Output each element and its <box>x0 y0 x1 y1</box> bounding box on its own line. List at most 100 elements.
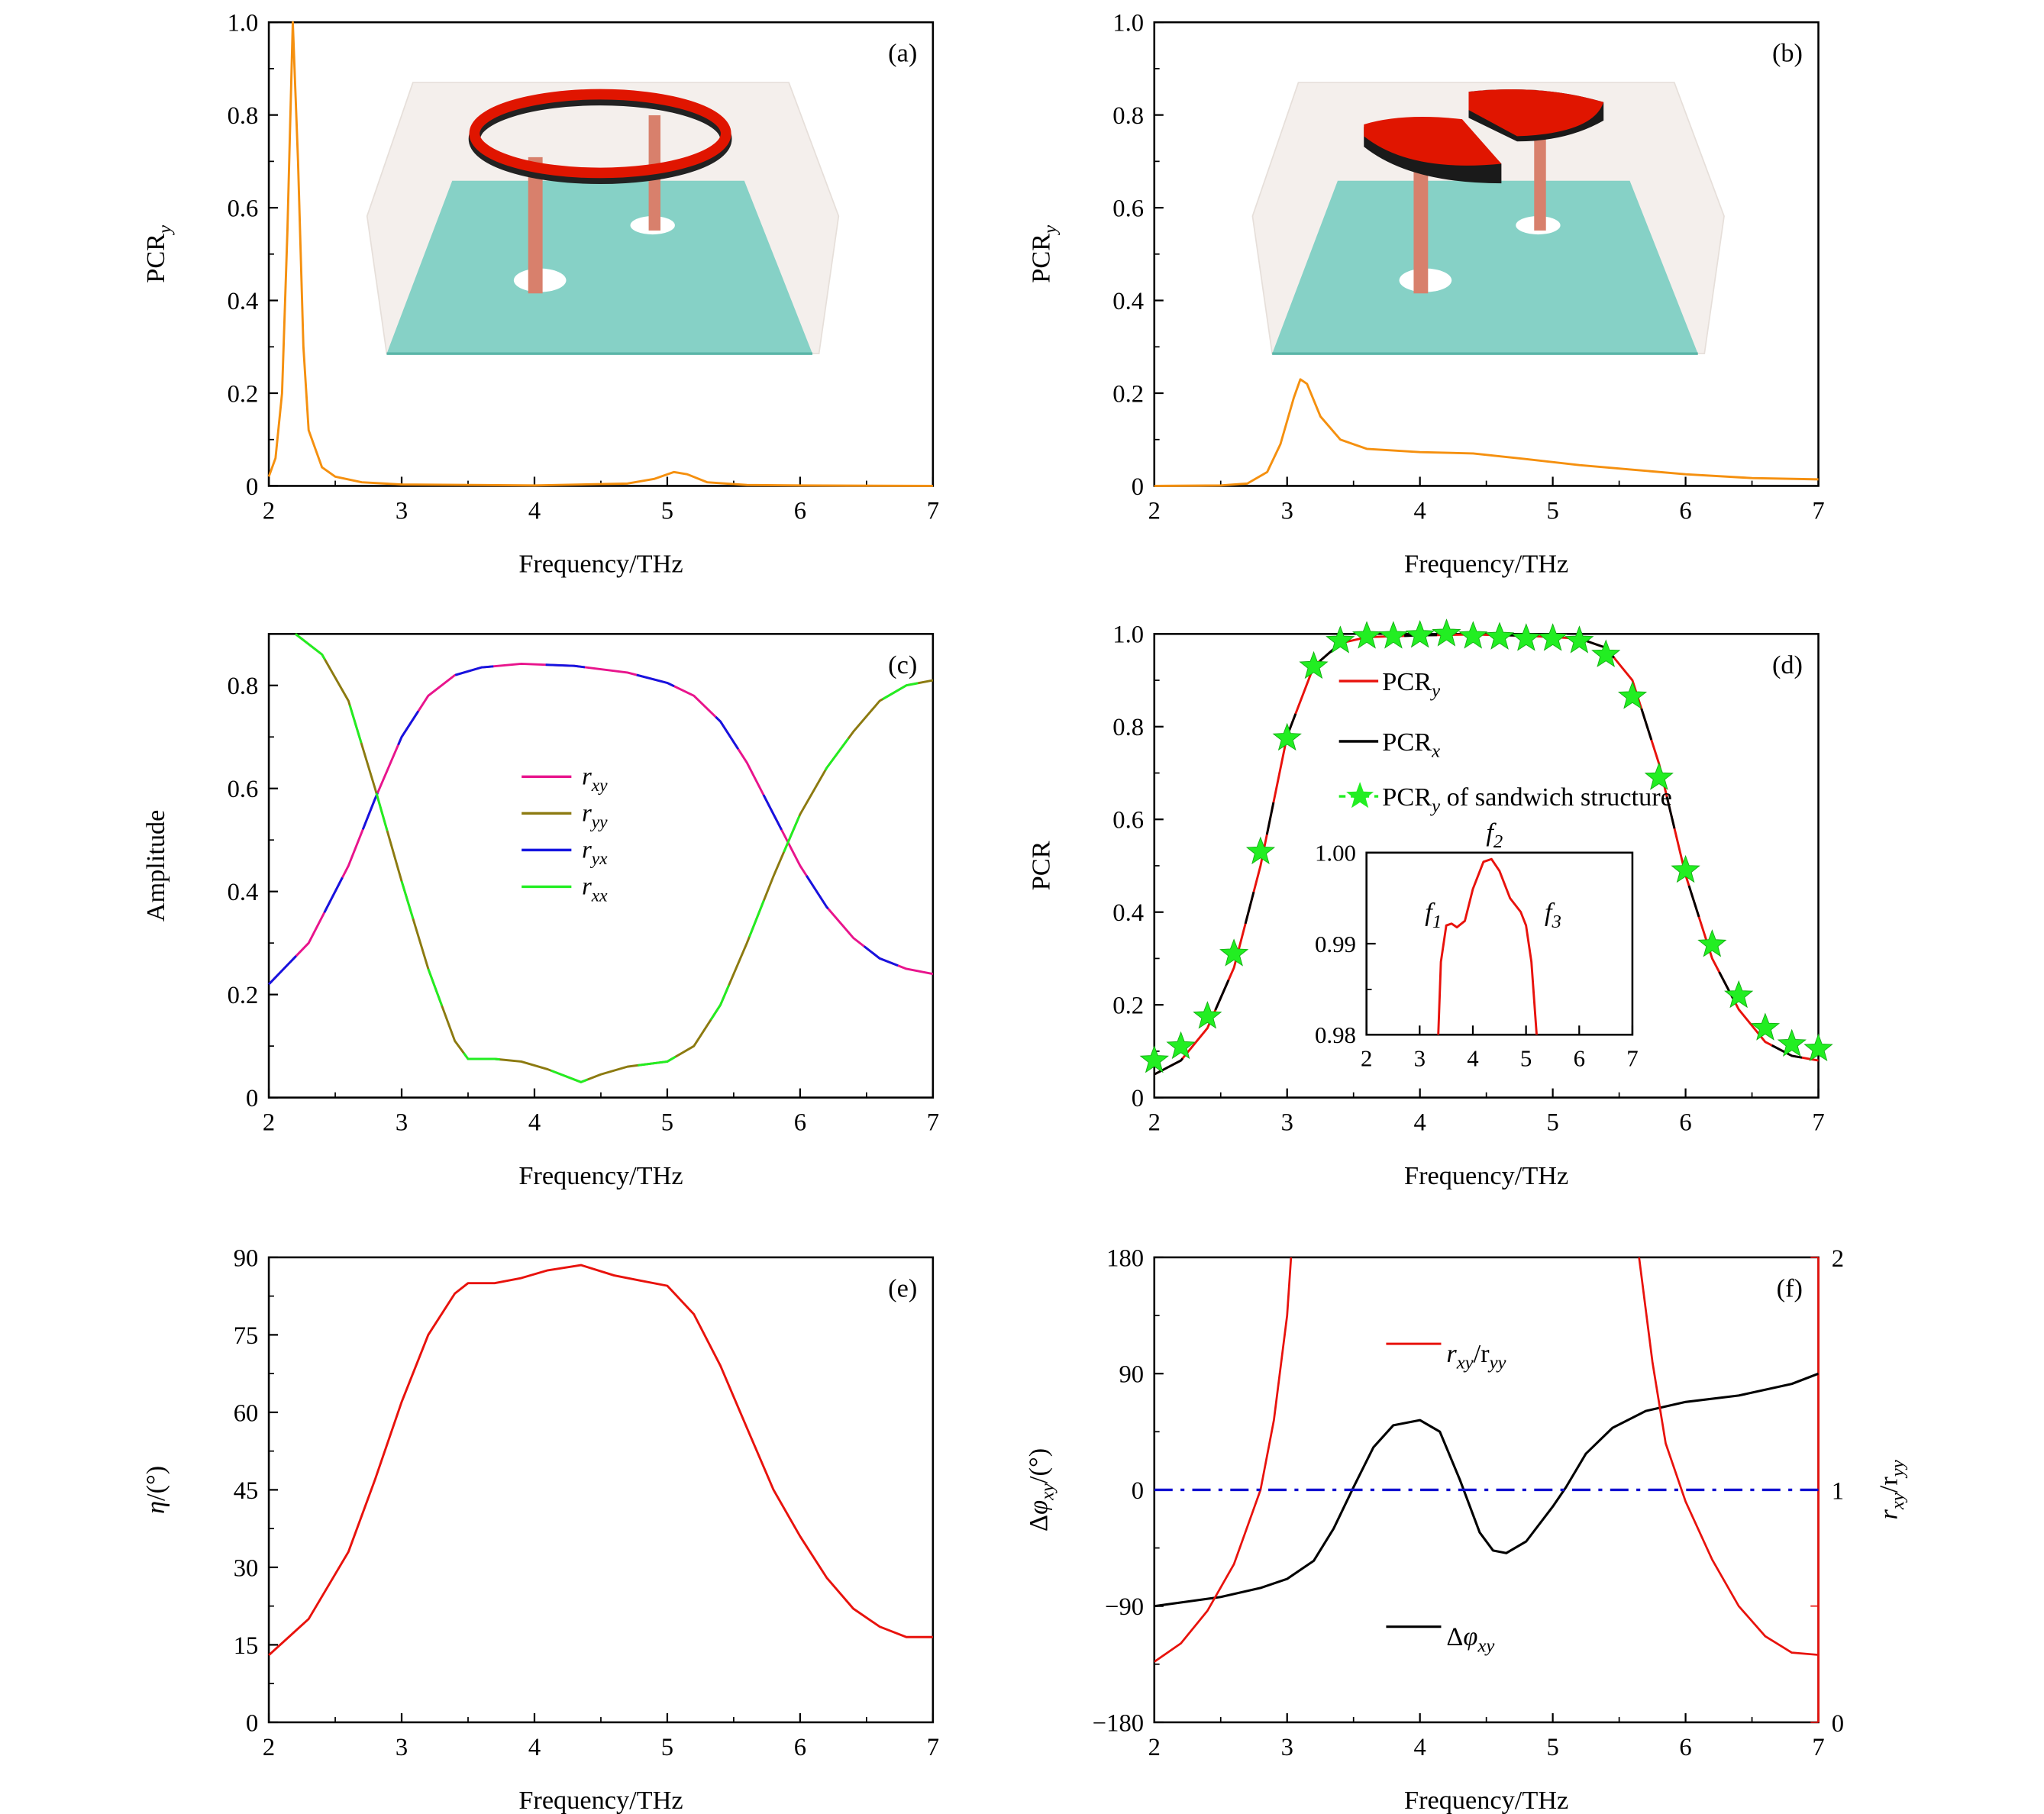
y-tick-label: 0.6 <box>1112 195 1144 222</box>
data-point-star <box>1750 1012 1781 1041</box>
data-point-star <box>1166 1031 1196 1060</box>
y-axis-label: PCRy <box>1027 225 1061 283</box>
label-part: xx <box>591 886 608 905</box>
right-y-axis-label: rxy/ryy <box>1874 1460 1908 1519</box>
x-tick-label: 7 <box>927 497 939 525</box>
series-line-PCRy <box>1154 378 1819 487</box>
rod-left <box>528 157 543 294</box>
y-tick-label: 0 <box>246 1085 258 1112</box>
label-part: of sandwich structure <box>1440 783 1672 812</box>
plot-frame <box>267 1256 935 1724</box>
label-part: r <box>582 763 592 791</box>
data-point-star <box>1777 1028 1807 1057</box>
y-tick-label: 0.8 <box>228 102 259 130</box>
panel-label: (b) <box>1772 39 1803 68</box>
y-tick-label: 75 <box>234 1322 259 1350</box>
data-point-star <box>1591 639 1621 667</box>
x-tick-label: 6 <box>1574 1044 1585 1071</box>
y-tick-label: 30 <box>234 1554 259 1582</box>
series-line-r_yx <box>268 662 934 986</box>
x-tick-label: 4 <box>1467 1044 1478 1071</box>
legend-star-icon <box>1346 782 1374 809</box>
x-tick-label: 3 <box>1281 1734 1293 1761</box>
y-axis-label: Amplitude <box>141 810 170 922</box>
data-point-star <box>1272 722 1302 751</box>
data-point-star <box>1484 621 1515 650</box>
x-tick-label: 4 <box>1414 497 1426 525</box>
x-tick-label: 2 <box>1148 497 1161 525</box>
data-point-star <box>1538 623 1568 651</box>
y-tick-label: 180 <box>1106 1244 1144 1272</box>
x-tick-label: 3 <box>396 1734 408 1761</box>
x-tick-label: 5 <box>1546 1734 1558 1761</box>
x-tick-label: 6 <box>1679 497 1691 525</box>
y-tick-label: −90 <box>1105 1593 1144 1621</box>
y-tick-label: 0.98 <box>1315 1022 1356 1048</box>
y-tick-label: 1.0 <box>1112 621 1144 649</box>
panel-label: (d) <box>1772 650 1803 679</box>
series-line-r_xx <box>295 633 934 1083</box>
y-tick-label: 1.00 <box>1315 840 1356 867</box>
label-part: y <box>154 225 175 236</box>
inset-series-line <box>1437 857 1538 1035</box>
y-tick-label: 0.4 <box>228 879 259 906</box>
x-tick-label: 2 <box>263 1734 275 1761</box>
x-tick-label: 3 <box>1281 1109 1293 1136</box>
y-tick-label: 0.8 <box>1112 102 1144 130</box>
x-tick-label: 3 <box>1281 497 1293 525</box>
x-tick-label: 7 <box>1812 1734 1824 1761</box>
half-disk-right <box>1468 89 1604 137</box>
panel-label: (e) <box>888 1273 917 1302</box>
label-part: y <box>1040 225 1061 236</box>
legend-label: rxx <box>582 873 608 906</box>
label-part: r <box>582 800 592 828</box>
data-point-star <box>1511 623 1541 651</box>
x-tick-label: 3 <box>396 497 408 525</box>
y-tick-label: 1.0 <box>228 10 259 37</box>
y-tick-label: 60 <box>234 1399 259 1427</box>
data-point-star <box>1617 681 1648 709</box>
series-ratio-line <box>1154 1257 1293 1663</box>
data-point-star <box>1564 625 1594 654</box>
data-point-star <box>1193 1001 1222 1029</box>
legend-label-phase: Δφxy <box>1446 1622 1494 1657</box>
legend-label-ratio: rxy/ryy <box>1446 1339 1506 1373</box>
series-phase-line <box>1154 1372 1819 1608</box>
panel-c: 2 3 4 5 6 7 0 0.2 0.4 0.6 0.8 Frequency/THz Amplitud… <box>141 633 939 1190</box>
y-axis-label: Δφxy/(°) <box>1024 1448 1058 1532</box>
legend-label: PCRx <box>1382 728 1440 762</box>
data-point-star <box>1432 618 1461 647</box>
y-tick-label: 1.0 <box>1112 10 1144 37</box>
label-part: PCR <box>141 234 170 283</box>
y-tick-label: 0.8 <box>1112 714 1144 741</box>
legend-label: ryx <box>582 837 608 870</box>
data-point-star <box>1803 1033 1833 1062</box>
y-tick-label: −180 <box>1093 1709 1144 1737</box>
label-part: PCR <box>1382 783 1432 812</box>
label-part: 1 <box>1432 912 1442 932</box>
ground-plate <box>386 180 813 354</box>
x-tick-label: 2 <box>1148 1109 1161 1136</box>
x-tick-label: 7 <box>927 1109 939 1136</box>
label-part: PCR <box>1027 841 1056 890</box>
y-tick-label: 0.4 <box>1112 899 1144 927</box>
x-tick-label: 6 <box>1679 1109 1691 1136</box>
x-tick-label: 5 <box>1546 497 1558 525</box>
x-tick-label: 7 <box>927 1734 939 1761</box>
label-part: Amplitude <box>141 810 170 922</box>
label-part: yx <box>590 849 608 869</box>
label-part: x <box>1431 741 1440 762</box>
y-tick-label: 90 <box>234 1244 259 1272</box>
data-point-star <box>1219 938 1249 967</box>
x-axis-label: Frequency/THz <box>518 1786 683 1814</box>
x-tick-label: 4 <box>528 497 541 525</box>
label-part: r <box>1874 1509 1903 1519</box>
label-part: r <box>582 837 592 864</box>
label-part: η <box>141 1501 170 1514</box>
x-tick-label: 6 <box>794 497 806 525</box>
x-tick-label: 4 <box>1414 1109 1426 1136</box>
x-tick-label: 6 <box>1679 1734 1691 1761</box>
label-part: /r <box>1474 1339 1490 1368</box>
